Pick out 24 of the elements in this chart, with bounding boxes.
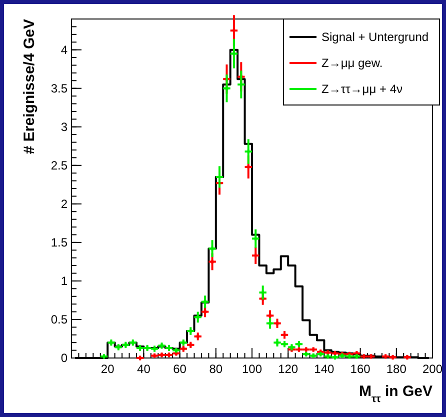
y-tick-label: 3.5	[50, 81, 68, 96]
legend-label: Z→μμ gew.	[322, 56, 383, 70]
y-tick-label: 3	[60, 120, 68, 134]
x-tick-label: 40	[137, 362, 151, 376]
legend-label: Signal + Untergrund	[322, 30, 429, 44]
x-tick-label: 100	[242, 362, 262, 376]
y-tick-label: 1.5	[50, 235, 68, 250]
y-tick-label: 2.5	[50, 158, 68, 172]
y-tick-label: 0	[60, 351, 68, 365]
x-tick-label: 140	[314, 362, 335, 376]
y-tick-label: 4	[60, 42, 68, 57]
x-tick-label: 200	[422, 362, 443, 376]
y-axis-title: # Ereignisse/4 GeV	[21, 19, 38, 154]
x-tick-label: 160	[350, 362, 371, 376]
x-tick-label: 80	[209, 362, 223, 376]
y-tick-label: 1	[60, 274, 68, 288]
y-tick-label: 0.5	[50, 312, 68, 326]
x-tick-label: 20	[100, 362, 115, 376]
x-tick-label: 60	[173, 362, 187, 376]
legend-label: Z→ττ→μμ + 4ν	[322, 82, 402, 96]
y-tick-label: 2	[60, 196, 68, 211]
x-tick-label: 180	[386, 362, 407, 376]
x-axis-title: M$_{ττ}$ in GeV	[358, 383, 432, 405]
x-tick-label: 120	[278, 362, 298, 376]
